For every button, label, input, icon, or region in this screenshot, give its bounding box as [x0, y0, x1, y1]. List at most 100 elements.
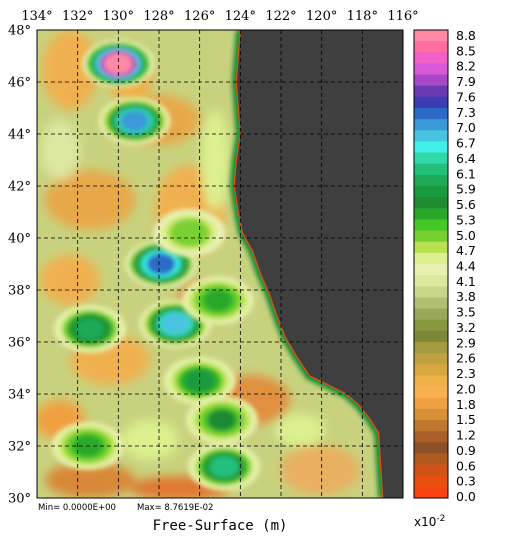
colorbar-tick-label: 2.9 [456, 335, 476, 350]
longitude-tick-label: 118° [347, 9, 378, 24]
colorbar-segment [414, 475, 448, 488]
colorbar-segment [414, 486, 448, 499]
colorbar-segment [414, 186, 448, 198]
colorbar-segment [414, 453, 448, 465]
colorbar-segment [414, 241, 448, 254]
anomaly-blob [153, 208, 226, 257]
colorbar-segment [414, 297, 448, 309]
colorbar [413, 29, 449, 499]
colorbar-tick-label: 3.5 [456, 305, 476, 320]
units-exponent: -2 [436, 514, 445, 524]
latitude-tick-label: 48° [8, 24, 31, 39]
units-base: x10 [414, 515, 436, 529]
anomaly-blob [182, 276, 254, 325]
colorbar-segment [414, 431, 448, 443]
colorbar-segment [414, 141, 448, 153]
colorbar-segment [414, 74, 448, 87]
colorbar-tick-label: 6.1 [456, 166, 476, 181]
colorbar-segment [414, 264, 448, 276]
colorbar-tick-label: 5.0 [456, 228, 476, 243]
map-frame [36, 29, 404, 499]
colorbar-tick-label: 4.7 [456, 243, 476, 258]
colorbar-tick-label: 8.2 [456, 59, 476, 74]
colorbar-segment [414, 275, 448, 287]
colorbar-tick-label: 4.4 [456, 259, 476, 274]
colorbar-segment [414, 63, 448, 75]
colorbar-segment [414, 397, 448, 410]
colorbar-segment [414, 152, 448, 165]
colorbar-tick-label: 5.3 [456, 212, 476, 227]
colorbar-tick-label: 7.6 [456, 90, 476, 105]
longitude-tick-label: 132° [62, 9, 93, 24]
colorbar-segment [414, 163, 448, 176]
coastline [233, 30, 384, 498]
longitude-tick-label: 130° [103, 9, 134, 24]
colorbar-segment [414, 408, 448, 421]
longitude-tick-label: 126° [184, 9, 215, 24]
colorbar-segment [414, 252, 448, 265]
colorbar-segment [414, 85, 448, 98]
graticule [37, 30, 403, 498]
colorbar-segment [414, 375, 448, 387]
units-label: x10-2 [414, 514, 445, 529]
latitude-labels: 48° 46° 44° 42° 40° 38° 36° 34° 32° 30° [8, 24, 31, 507]
latitude-tick-label: 42° [8, 180, 31, 195]
colorbar-segment [414, 308, 448, 321]
colorbar-segment [414, 52, 448, 64]
latitude-tick-label: 40° [8, 232, 31, 247]
longitude-tick-label: 124° [225, 9, 256, 24]
colorbar-segment [414, 96, 448, 109]
colorbar-segment [414, 174, 448, 187]
latitude-tick-label: 46° [8, 76, 31, 91]
colorbar-frame [413, 29, 449, 499]
longitude-tick-label: 128° [143, 9, 174, 24]
latitude-tick-label: 30° [8, 492, 31, 507]
colorbar-segment [414, 108, 448, 120]
colorbar-tick-label: 8.8 [456, 28, 476, 43]
colorbar-segment [414, 219, 448, 231]
colorbar-segment [414, 386, 448, 399]
colorbar-segment [414, 208, 448, 220]
colorbar-tick-label: 2.0 [456, 381, 476, 396]
colorbar-tick-label: 2.6 [456, 351, 476, 366]
colorbar-labels: 8.88.58.27.97.67.37.06.76.46.15.95.65.35… [456, 28, 476, 504]
colorbar-tick-label: 8.5 [456, 43, 476, 58]
longitude-labels: 134° 132° 130° 128° 126° 124° 122° 120° 118° 116° [21, 9, 418, 24]
colorbar-tick-label: 0.9 [456, 443, 476, 458]
colorbar-segment [414, 420, 448, 432]
colorbar-tick-label: 3.8 [456, 289, 476, 304]
longitude-tick-label: 134° [21, 9, 52, 24]
colorbar-tick-label: 0.3 [456, 474, 476, 489]
colorbar-segment [414, 442, 448, 454]
x-axis-title: Free-Surface (m) [153, 518, 288, 534]
colorbar-tick-label: 6.4 [456, 151, 476, 166]
colorbar-tick-label: 0.0 [456, 489, 476, 504]
colorbar-segment [414, 330, 448, 343]
colorbar-segment [414, 464, 448, 477]
colorbar-tick-label: 7.9 [456, 74, 476, 89]
colorbar-segment [414, 30, 448, 42]
longitude-tick-label: 120° [306, 9, 337, 24]
colorbar-tick-label: 6.7 [456, 136, 476, 151]
colorbar-tick-label: 0.6 [456, 458, 476, 473]
colorbar-tick-label: 3.2 [456, 320, 476, 335]
colorbar-segment [414, 130, 448, 142]
latitude-tick-label: 36° [8, 336, 31, 351]
anomaly-blob [139, 299, 212, 348]
longitude-tick-label: 122° [265, 9, 296, 24]
anomaly-blob [53, 305, 126, 353]
anomaly-blob [82, 39, 155, 88]
colorbar-tick-label: 7.0 [456, 120, 476, 135]
colorbar-tick-label: 4.1 [456, 274, 476, 289]
colorbar-tick-label: 7.3 [456, 105, 476, 120]
anomaly-blob [188, 442, 261, 491]
colorbar-tick-label: 1.8 [456, 397, 476, 412]
colorbar-segment [414, 319, 448, 332]
colorbar-segment [414, 119, 448, 131]
latitude-tick-label: 32° [8, 440, 31, 455]
max-label: Max= 8.7619E-02 [137, 503, 213, 513]
colorbar-segment [414, 364, 448, 376]
anomaly-blob [186, 396, 258, 444]
latitude-tick-label: 44° [8, 128, 31, 143]
